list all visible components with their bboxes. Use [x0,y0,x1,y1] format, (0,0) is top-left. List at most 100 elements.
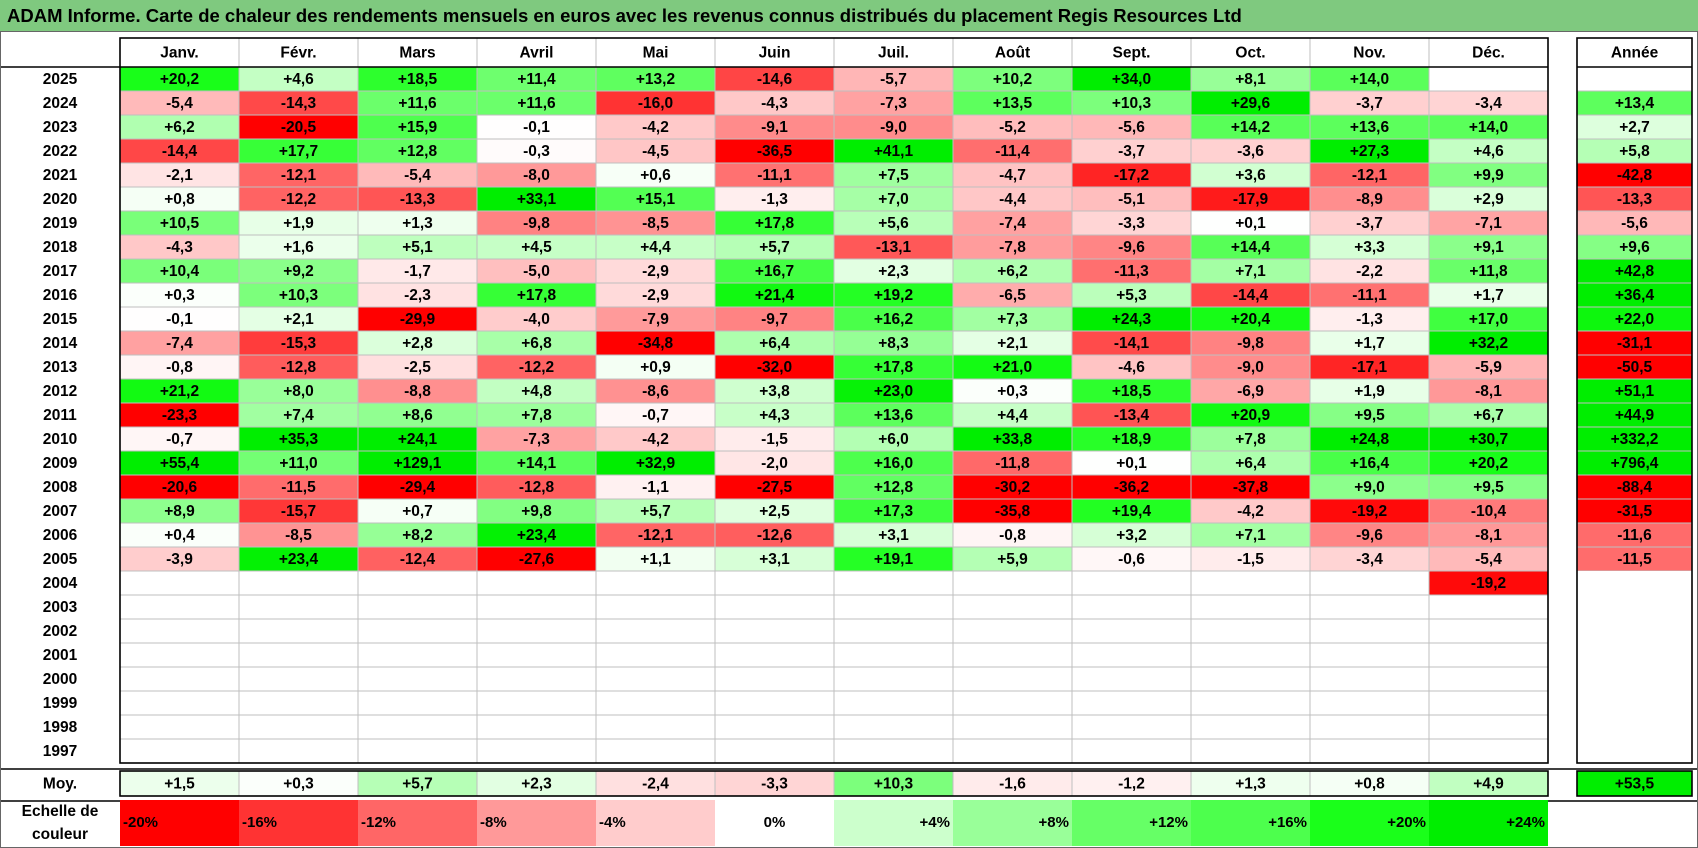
annual-cell [1576,330,1693,356]
cell-value: -3,3 [1118,215,1145,232]
heatmap-cell [1309,306,1430,332]
heatmap-cell [952,234,1073,260]
heatmap-cell [119,618,240,644]
cell-value: -11,3 [1114,263,1149,280]
cell-value: -5,1 [1118,191,1145,208]
year-label: 2000 [43,671,77,688]
year-label: 2022 [43,143,77,160]
heatmap-cell [1309,234,1430,260]
heatmap-cell [1428,474,1549,500]
average-value: -3,3 [761,776,788,793]
cell-value: +18,5 [398,71,438,88]
cell-value: -4,5 [642,143,669,160]
scale-swatch-label: +12% [1149,814,1188,831]
cell-value: +16,4 [1350,455,1390,472]
cell-value: +2,1 [283,311,314,328]
cell-value: -1,3 [761,191,788,208]
heatmap-cell [357,522,478,548]
cell-value: +7,3 [997,311,1028,328]
annual-value: +9,6 [1619,239,1650,256]
heatmap-cell [1071,642,1192,668]
cell-value: -3,7 [1356,95,1383,112]
heatmap-cell [1428,738,1549,764]
cell-value: +5,7 [759,239,790,256]
year-label: 2025 [43,71,78,88]
heatmap-cell [357,354,478,380]
cell-value: -0,3 [523,143,550,160]
heatmap-cell [1071,690,1192,716]
cell-value: -16,0 [638,95,673,112]
cell-value: +0,4 [164,527,195,544]
heatmap-cell [833,522,954,548]
cell-value: -0,1 [166,311,193,328]
cell-value: +2,3 [878,263,909,280]
cell-value: +2,5 [759,503,790,520]
cell-value: +0,7 [402,503,433,520]
cell-value: -12,1 [1352,167,1388,184]
cell-value: -8,5 [285,527,312,544]
heatmap-cell [1309,402,1430,428]
annual-cell [1576,354,1693,380]
heatmap-cell [357,234,478,260]
heatmap-cell [952,282,1073,308]
annual-cell [1576,90,1693,116]
heatmap-cell [595,162,716,188]
cell-value: +20,2 [1469,455,1508,472]
heatmap-cell [1428,138,1549,164]
heatmap-cell [1428,330,1549,356]
heatmap-cell [1309,474,1430,500]
heatmap-cell [952,714,1073,740]
heatmap-cell [833,378,954,404]
heatmap-cell [119,426,240,452]
annual-cell [1577,643,1692,667]
heatmap-cell [833,690,954,716]
heatmap-cell [1190,618,1311,644]
heatmap-cell [1190,714,1311,740]
annual-value: +13,4 [1615,95,1655,112]
annual-value: +42,8 [1615,263,1655,280]
heatmap-cell [476,738,597,764]
cell-value: +1,9 [1354,383,1385,400]
cell-value: +24,8 [1350,431,1390,448]
cell-value: +10,3 [1112,95,1152,112]
cell-value: -12,8 [519,479,555,496]
heatmap-cell [476,330,597,356]
annual-cell [1576,546,1693,572]
cell-value: -5,2 [999,119,1026,136]
scale-swatch-label: +24% [1506,814,1545,831]
cell-value: -20,5 [281,119,317,136]
annual-cell [1577,715,1692,739]
cell-value: -3,4 [1356,551,1383,568]
heatmap-cell [1071,594,1192,620]
heatmap-cell [476,690,597,716]
annual-value: -5,6 [1621,215,1648,232]
cell-value: +14,1 [517,455,557,472]
cell-value: +8,9 [164,503,195,520]
heatmap-cell [1428,642,1549,668]
year-label: 2006 [43,527,78,544]
heatmap-cell [1309,738,1430,764]
heatmap-cell [1309,594,1430,620]
cell-value: +0,1 [1116,455,1147,472]
heatmap-cell [833,210,954,236]
cell-value: +27,3 [1350,143,1390,160]
year-label: 2008 [43,479,78,496]
heatmap-cell [1071,114,1192,140]
cell-value: -8,9 [1356,191,1383,208]
heatmap-cell [238,90,359,116]
heatmap-cell [714,306,835,332]
heatmap-cell [476,642,597,668]
annual-value: +22,0 [1615,311,1654,328]
heatmap-cell [357,738,478,764]
cell-value: +13,2 [636,71,675,88]
cell-value: +6,4 [1235,455,1266,472]
scale-swatch [834,800,953,846]
heatmap-cell [952,210,1073,236]
heatmap-cell [476,66,597,92]
year-label: 2012 [43,383,77,400]
year-label: 2003 [43,599,78,616]
cell-value: +11,6 [398,95,437,112]
heatmap-cell [357,666,478,692]
scale-label-line2: couleur [32,826,88,843]
year-label: 1997 [43,743,77,760]
